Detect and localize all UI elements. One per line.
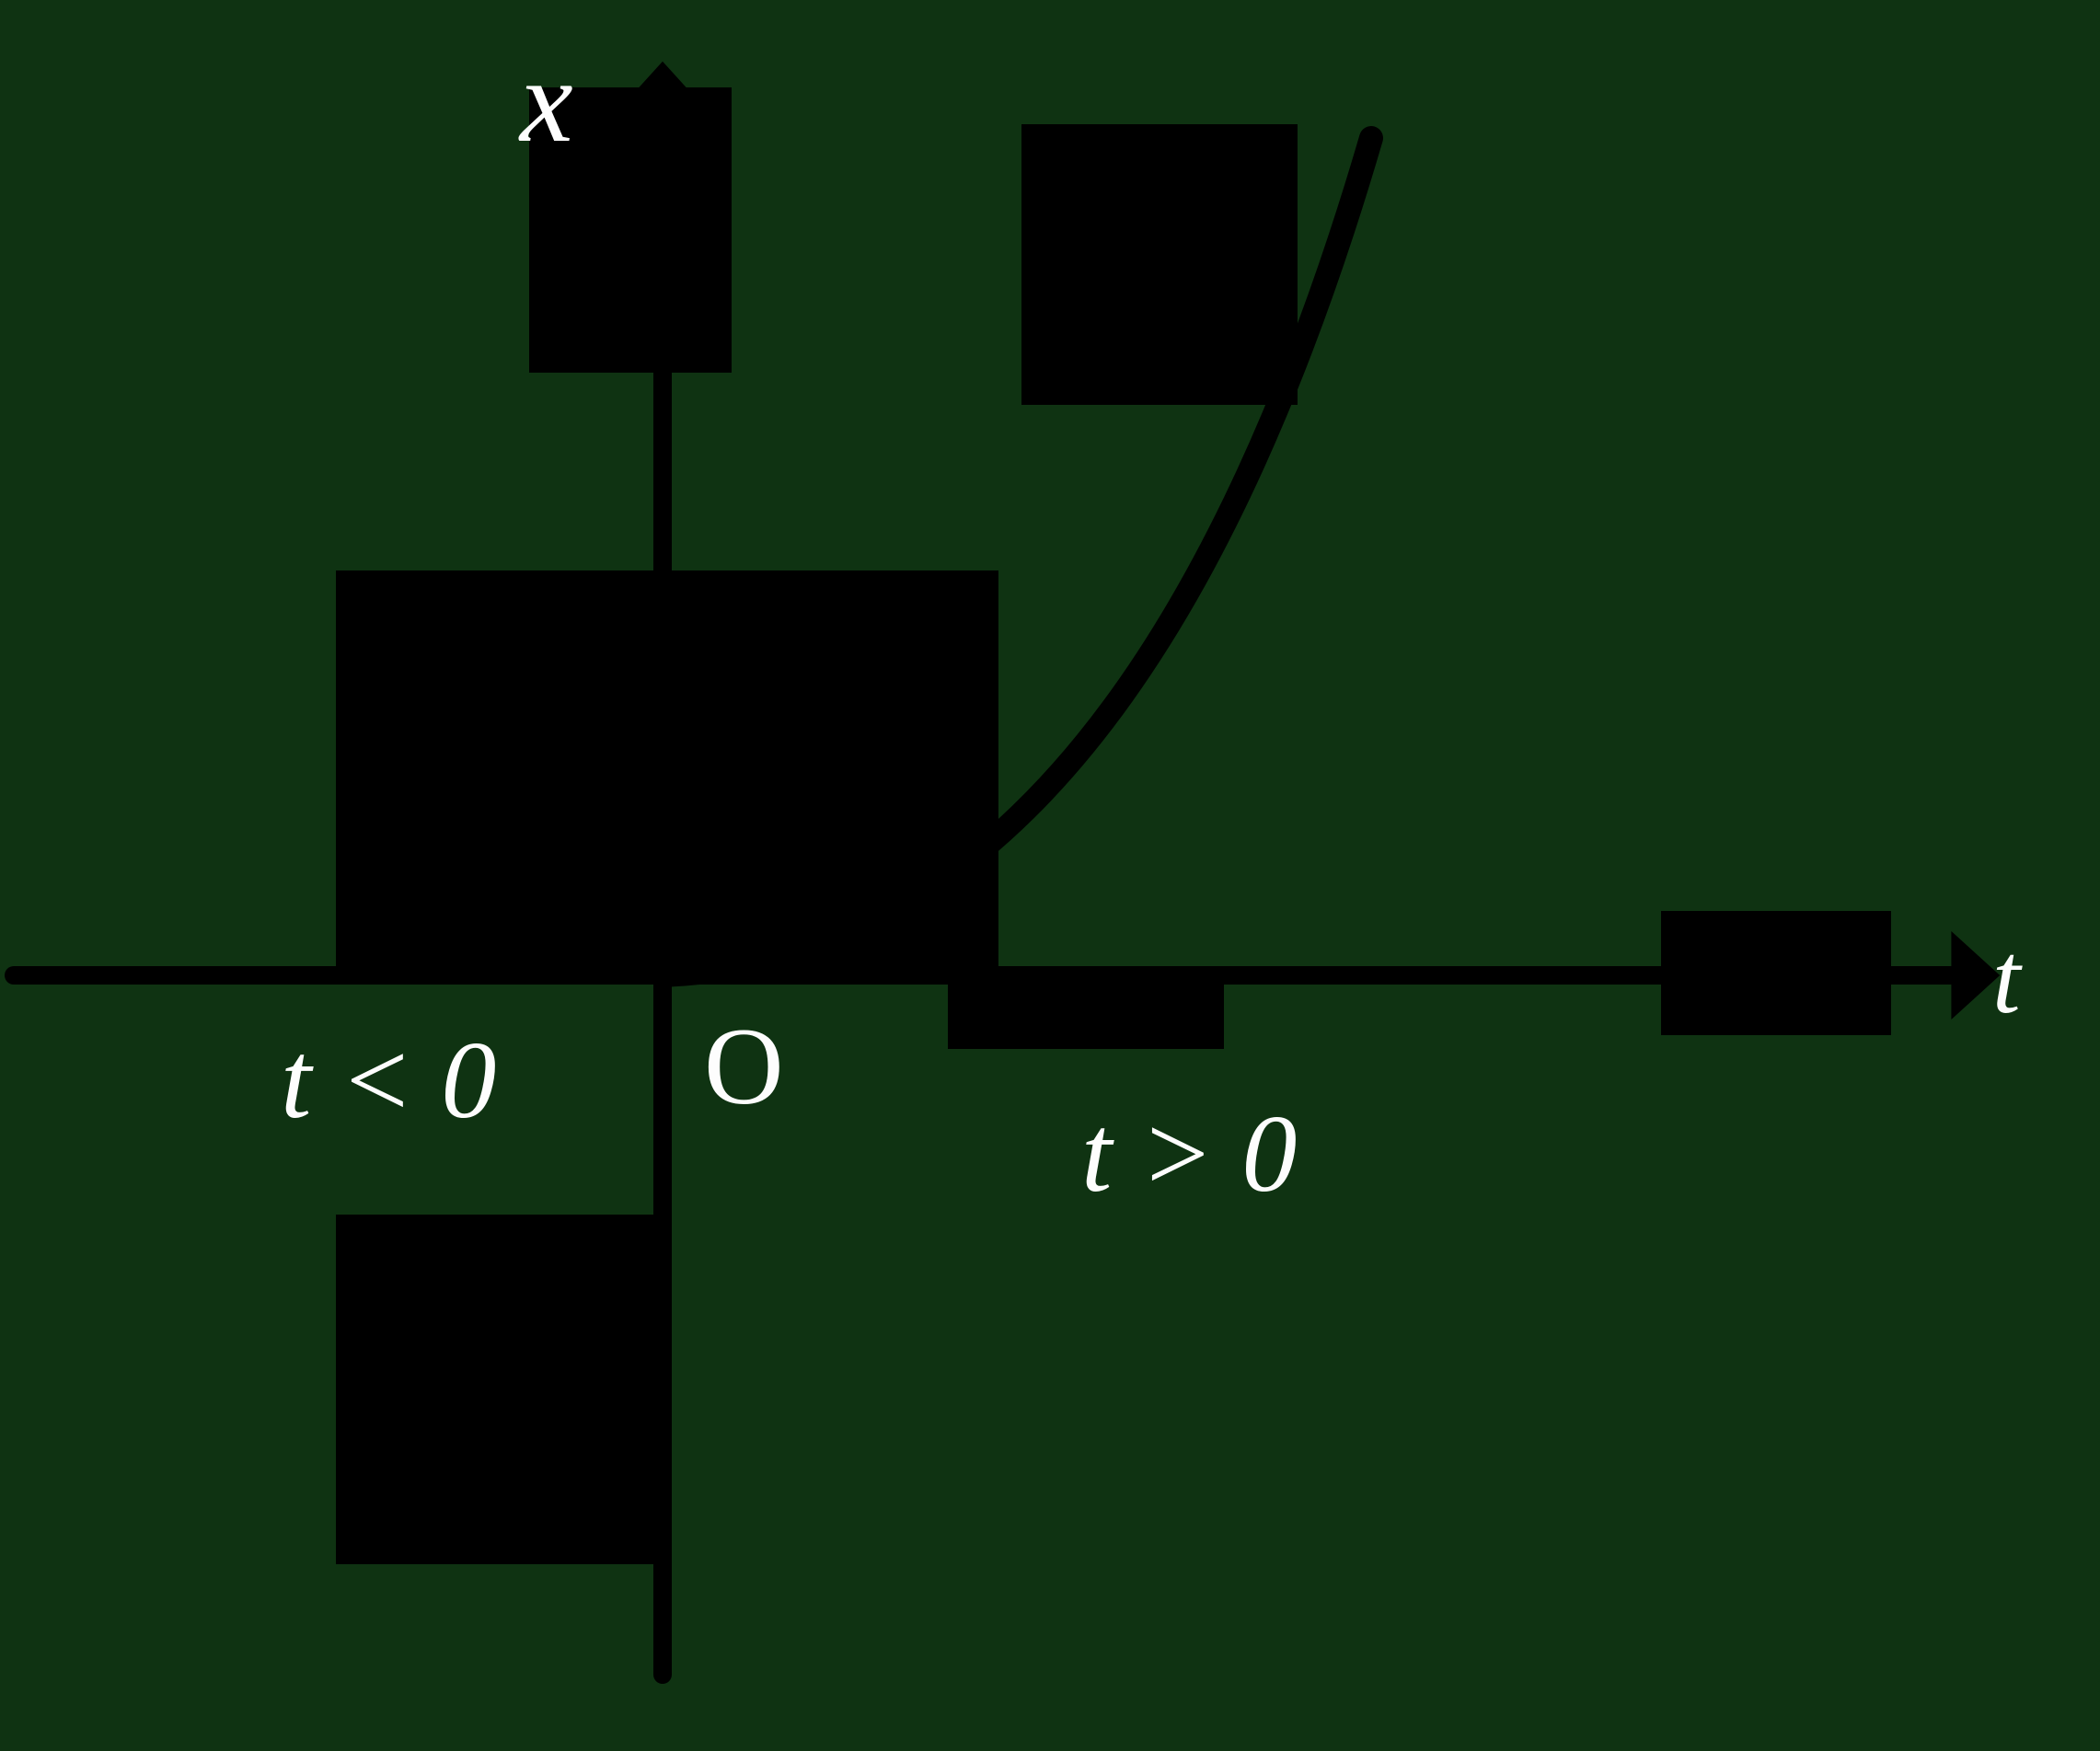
origin-label: O	[704, 1003, 784, 1130]
region-left-label: t < 0	[281, 1017, 496, 1144]
chart-container: x t O t < 0 t > 0	[0, 0, 2100, 1751]
region-right-label: t > 0	[1081, 1090, 1297, 1217]
x-axis-label: t	[1992, 920, 2021, 1037]
y-axis-label: x	[520, 32, 573, 170]
chart-svg	[0, 0, 2100, 1751]
